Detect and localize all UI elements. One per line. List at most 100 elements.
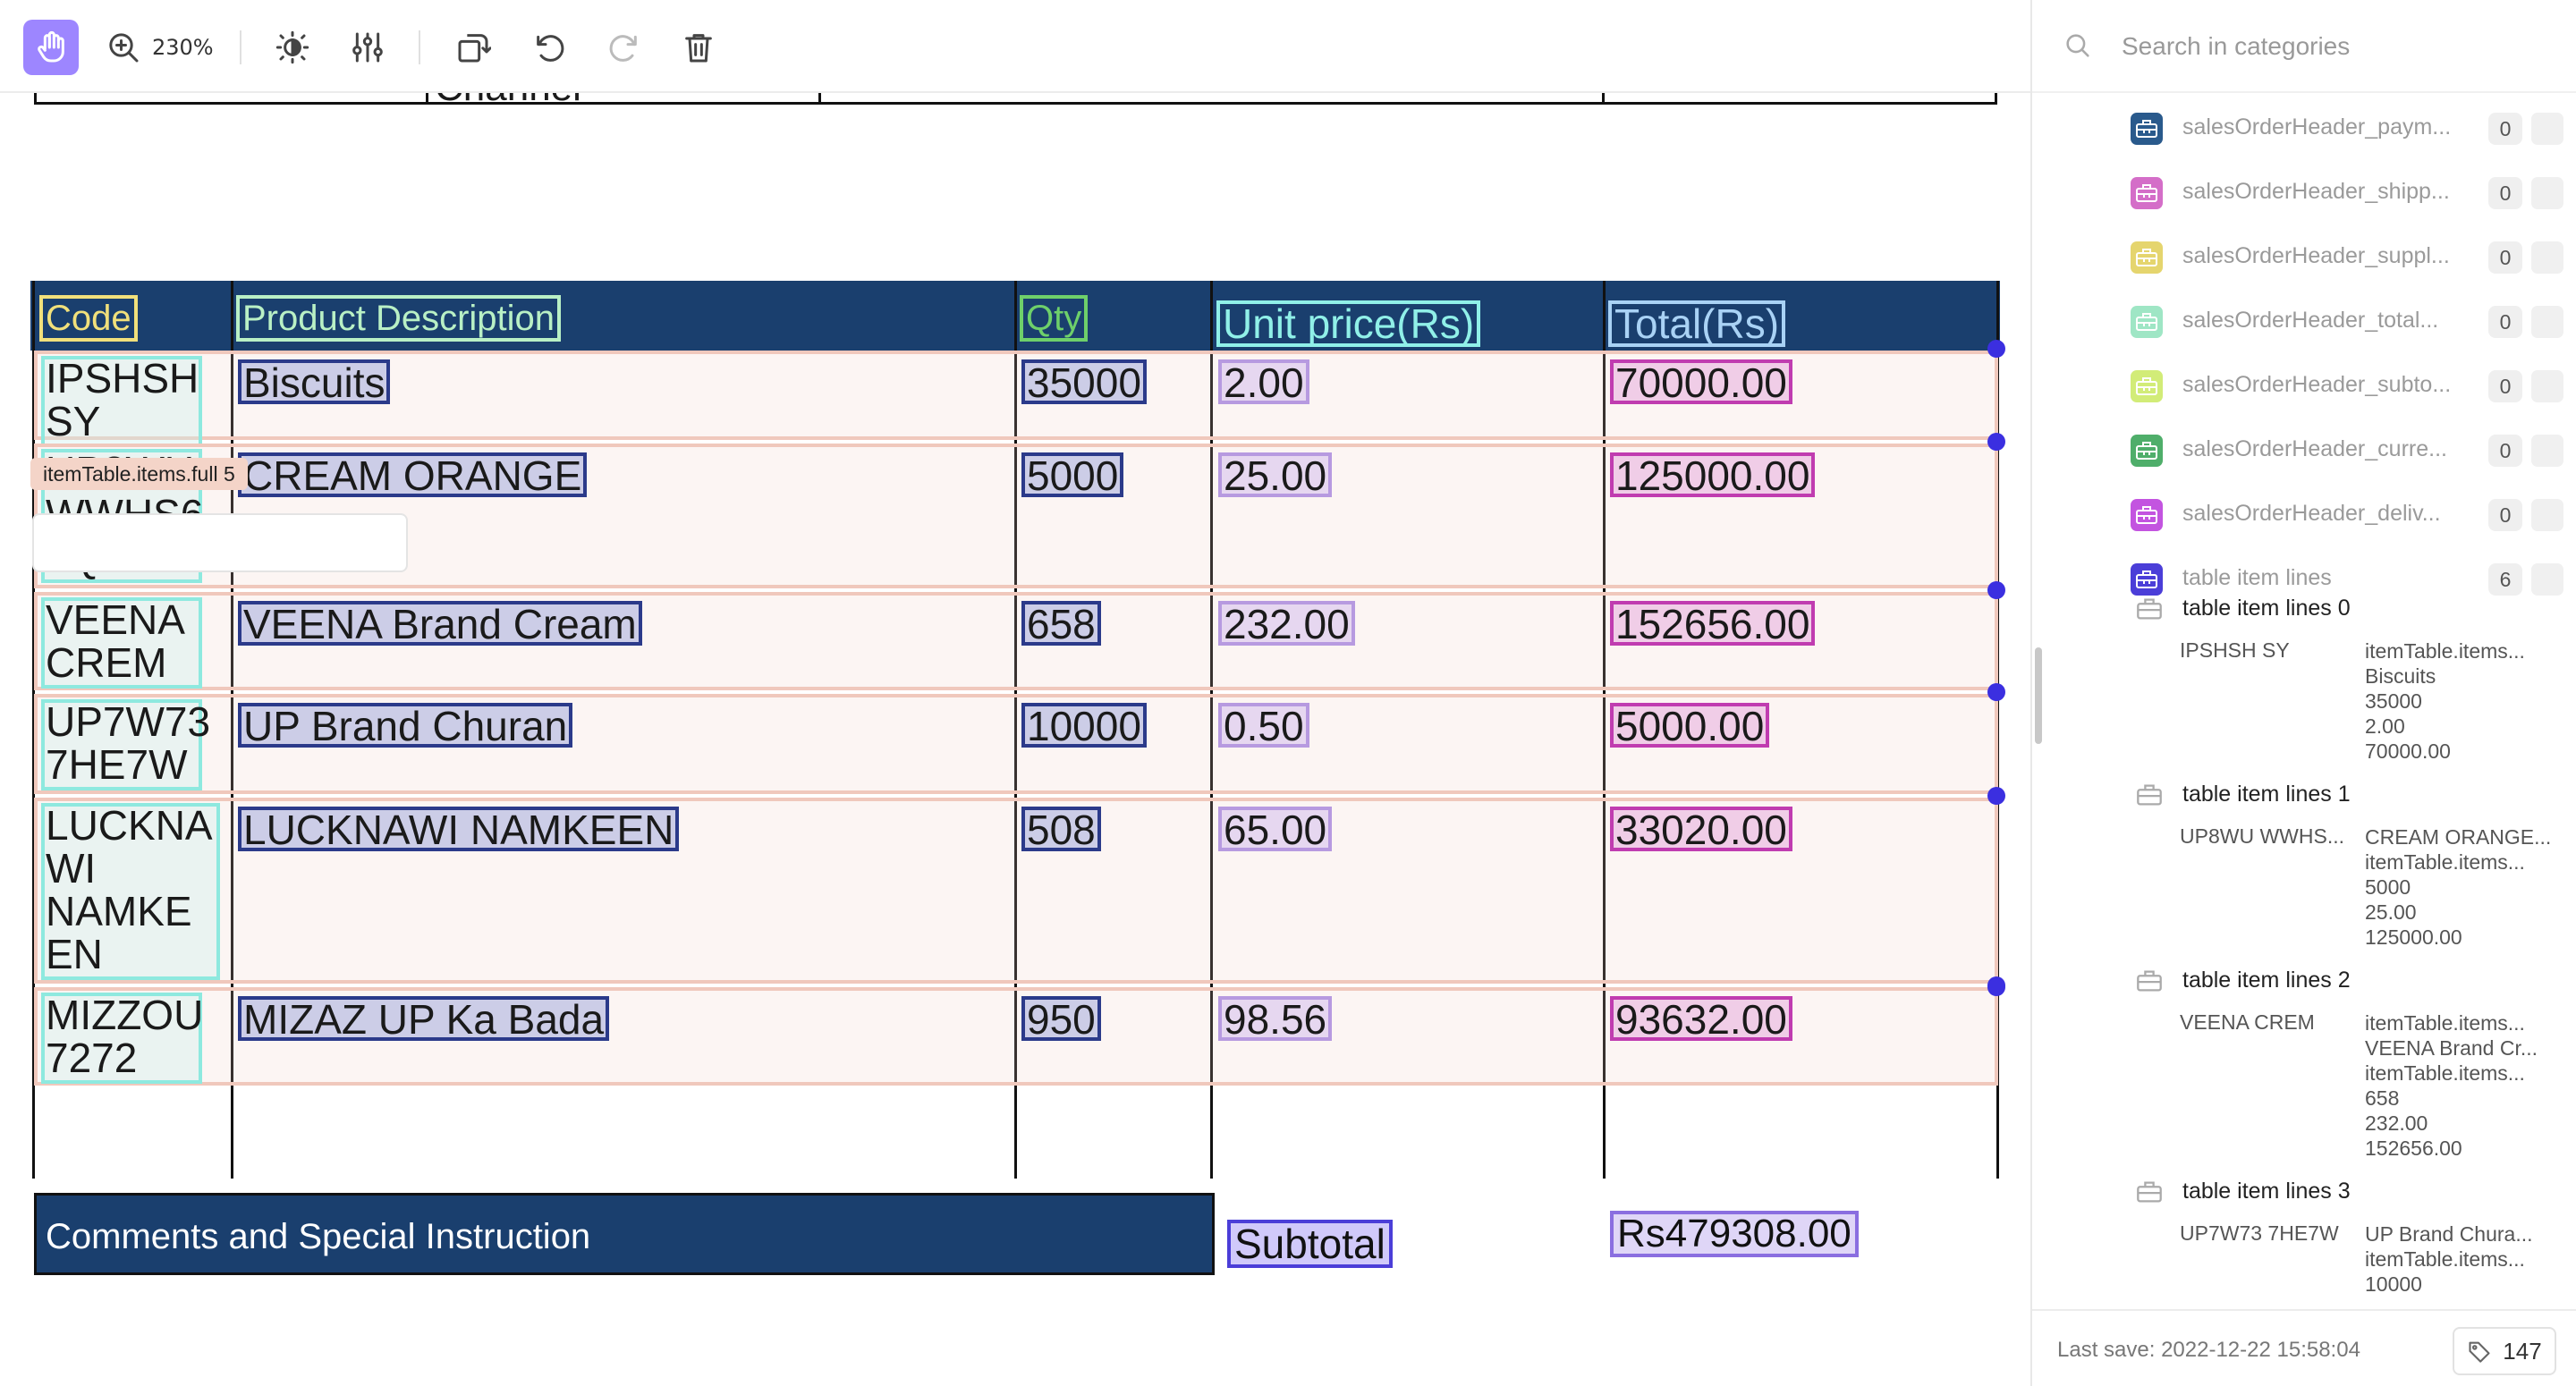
total-annotation[interactable]: 5000.00 [1610,703,1770,748]
unit-price-annotation[interactable]: 0.50 [1218,703,1309,748]
qty-annotation-text: 5000 [1027,452,1119,499]
qty-annotation[interactable]: 658 [1021,601,1101,646]
unit-price-annotation[interactable]: 65.00 [1218,807,1333,851]
qty-annotation[interactable]: 35000 [1021,359,1147,404]
category-label: salesOrderHeader_paym... [2182,114,2452,139]
category-row[interactable]: salesOrderHeader_paym... 0 [2032,102,2576,156]
unit-price-annotation[interactable]: 25.00 [1218,452,1333,497]
description-annotation[interactable]: LUCKNAWI NAMKEEN [238,807,680,853]
category-visibility-toggle[interactable] [2531,177,2563,209]
category-row[interactable]: salesOrderHeader_total... 0 [2032,295,2576,349]
column-header-code[interactable]: Code [39,295,138,342]
code-cell-text: CREM [46,639,167,686]
code-cell-text: WI [46,845,97,892]
rotate-page-button[interactable] [445,20,501,75]
total-annotation-text: 93632.00 [1615,996,1787,1043]
category-visibility-toggle[interactable] [2531,306,2563,338]
row-annotation[interactable] [34,351,1998,440]
item-line-value: 152656.00 [2365,1137,2462,1160]
hand-tool-button[interactable] [23,20,79,75]
row-resize-handle[interactable] [1987,787,2005,805]
category-icon [2131,306,2163,338]
unit-price-annotation[interactable]: 2.00 [1218,359,1309,404]
table-border [34,93,37,104]
column-header-total[interactable]: Total(Rs) [1608,300,1786,347]
description-annotation[interactable]: VEENA Brand Cream [238,601,642,646]
category-visibility-toggle[interactable] [2531,241,2563,274]
item-line-value: 125000.00 [2365,925,2462,949]
unit-price-annotation[interactable]: 98.56 [1218,996,1333,1041]
delete-button[interactable] [671,20,726,75]
column-header-unit-price[interactable]: Unit price(Rs) [1216,300,1481,347]
total-annotation[interactable]: 125000.00 [1610,452,1816,497]
row-annotation[interactable] [34,987,1998,1086]
row-resize-handle[interactable] [1987,433,2005,451]
row-resize-handle[interactable] [1987,978,2005,996]
unit-price-annotation[interactable]: 232.00 [1218,601,1355,646]
category-icon [2131,499,2163,531]
subtotal-label[interactable]: Subtotal [1227,1220,1393,1268]
column-header-description[interactable]: Product Description [236,295,562,342]
total-annotation[interactable]: 33020.00 [1610,807,1792,851]
row-annotation[interactable] [34,592,1998,690]
item-line-value: VEENA Brand Cr... [2365,1036,2538,1060]
qty-annotation[interactable]: 508 [1021,807,1101,851]
category-icon [2131,113,2163,145]
description-annotation[interactable]: CREAM ORANGE [238,452,588,497]
category-visibility-toggle[interactable] [2531,563,2563,596]
category-visibility-toggle[interactable] [2531,113,2563,145]
annotation-label-input[interactable] [32,513,408,572]
qty-annotation[interactable]: 950 [1021,996,1101,1041]
code-annotation[interactable] [41,699,202,790]
total-annotation-text: 152656.00 [1615,601,1810,647]
column-header-qty[interactable]: Qty [1020,295,1089,342]
category-row[interactable]: table item lines 6 [2032,553,2576,606]
item-line-value: 35000 [2365,689,2422,713]
category-row[interactable]: salesOrderHeader_suppl... 0 [2032,231,2576,284]
code-cell-text: EN [46,931,103,977]
category-row[interactable]: salesOrderHeader_curre... 0 [2032,424,2576,477]
total-annotation[interactable]: 152656.00 [1610,601,1816,647]
category-visibility-toggle[interactable] [2531,499,2563,531]
category-visibility-toggle[interactable] [2531,370,2563,402]
description-annotation-text: LUCKNAWI NAMKEEN [243,807,674,853]
undo-button[interactable] [522,20,578,75]
tag-count-value: 147 [2503,1337,2542,1365]
total-annotation[interactable]: 93632.00 [1610,996,1792,1041]
description-annotation[interactable]: UP Brand Churan [238,703,573,748]
category-row[interactable]: salesOrderHeader_deliv... 0 [2032,488,2576,542]
panel-resize-handle[interactable] [2035,647,2042,744]
row-resize-handle[interactable] [1987,340,2005,358]
item-line-code: IPSHSH SY [2180,638,2290,662]
category-row[interactable]: salesOrderHeader_subto... 0 [2032,359,2576,413]
zoom-control[interactable]: 230% [106,20,222,75]
row-resize-handle[interactable] [1987,581,2005,599]
code-cell-text: SY [46,398,101,444]
adjustments-button[interactable] [340,20,395,75]
description-annotation[interactable]: Biscuits [238,359,391,404]
tag-count-button[interactable]: 147 [2453,1327,2556,1375]
row-resize-handle[interactable] [1987,683,2005,701]
category-label: table item lines [2182,565,2332,590]
row-annotation[interactable] [34,798,1998,984]
total-annotation[interactable]: 70000.00 [1610,359,1792,404]
rotate-page-icon [458,34,491,63]
subtotal-value[interactable]: Rs479308.00 [1610,1211,1859,1257]
description-annotation-text: VEENA Brand Cream [243,601,637,647]
qty-annotation[interactable]: 5000 [1021,452,1124,499]
qty-annotation[interactable]: 10000 [1021,703,1147,748]
brightness-button[interactable] [265,20,320,75]
item-line-value: itemTable.items... [2365,1011,2525,1035]
redo-button[interactable] [596,20,651,75]
code-annotation[interactable] [41,597,202,689]
code-annotation[interactable] [41,803,220,980]
document-canvas[interactable]: Channel Code Product Description Qty Uni… [0,93,2030,1386]
code-annotation[interactable] [41,993,202,1084]
description-annotation[interactable]: MIZAZ UP Ka Bada [238,996,610,1041]
qty-annotation-text: 950 [1027,996,1096,1043]
category-search-input[interactable] [2122,25,2551,68]
search-bar [2032,0,2576,93]
category-visibility-toggle[interactable] [2531,435,2563,467]
total-annotation-text: 33020.00 [1615,807,1787,853]
category-row[interactable]: salesOrderHeader_shipp... 0 [2032,166,2576,220]
